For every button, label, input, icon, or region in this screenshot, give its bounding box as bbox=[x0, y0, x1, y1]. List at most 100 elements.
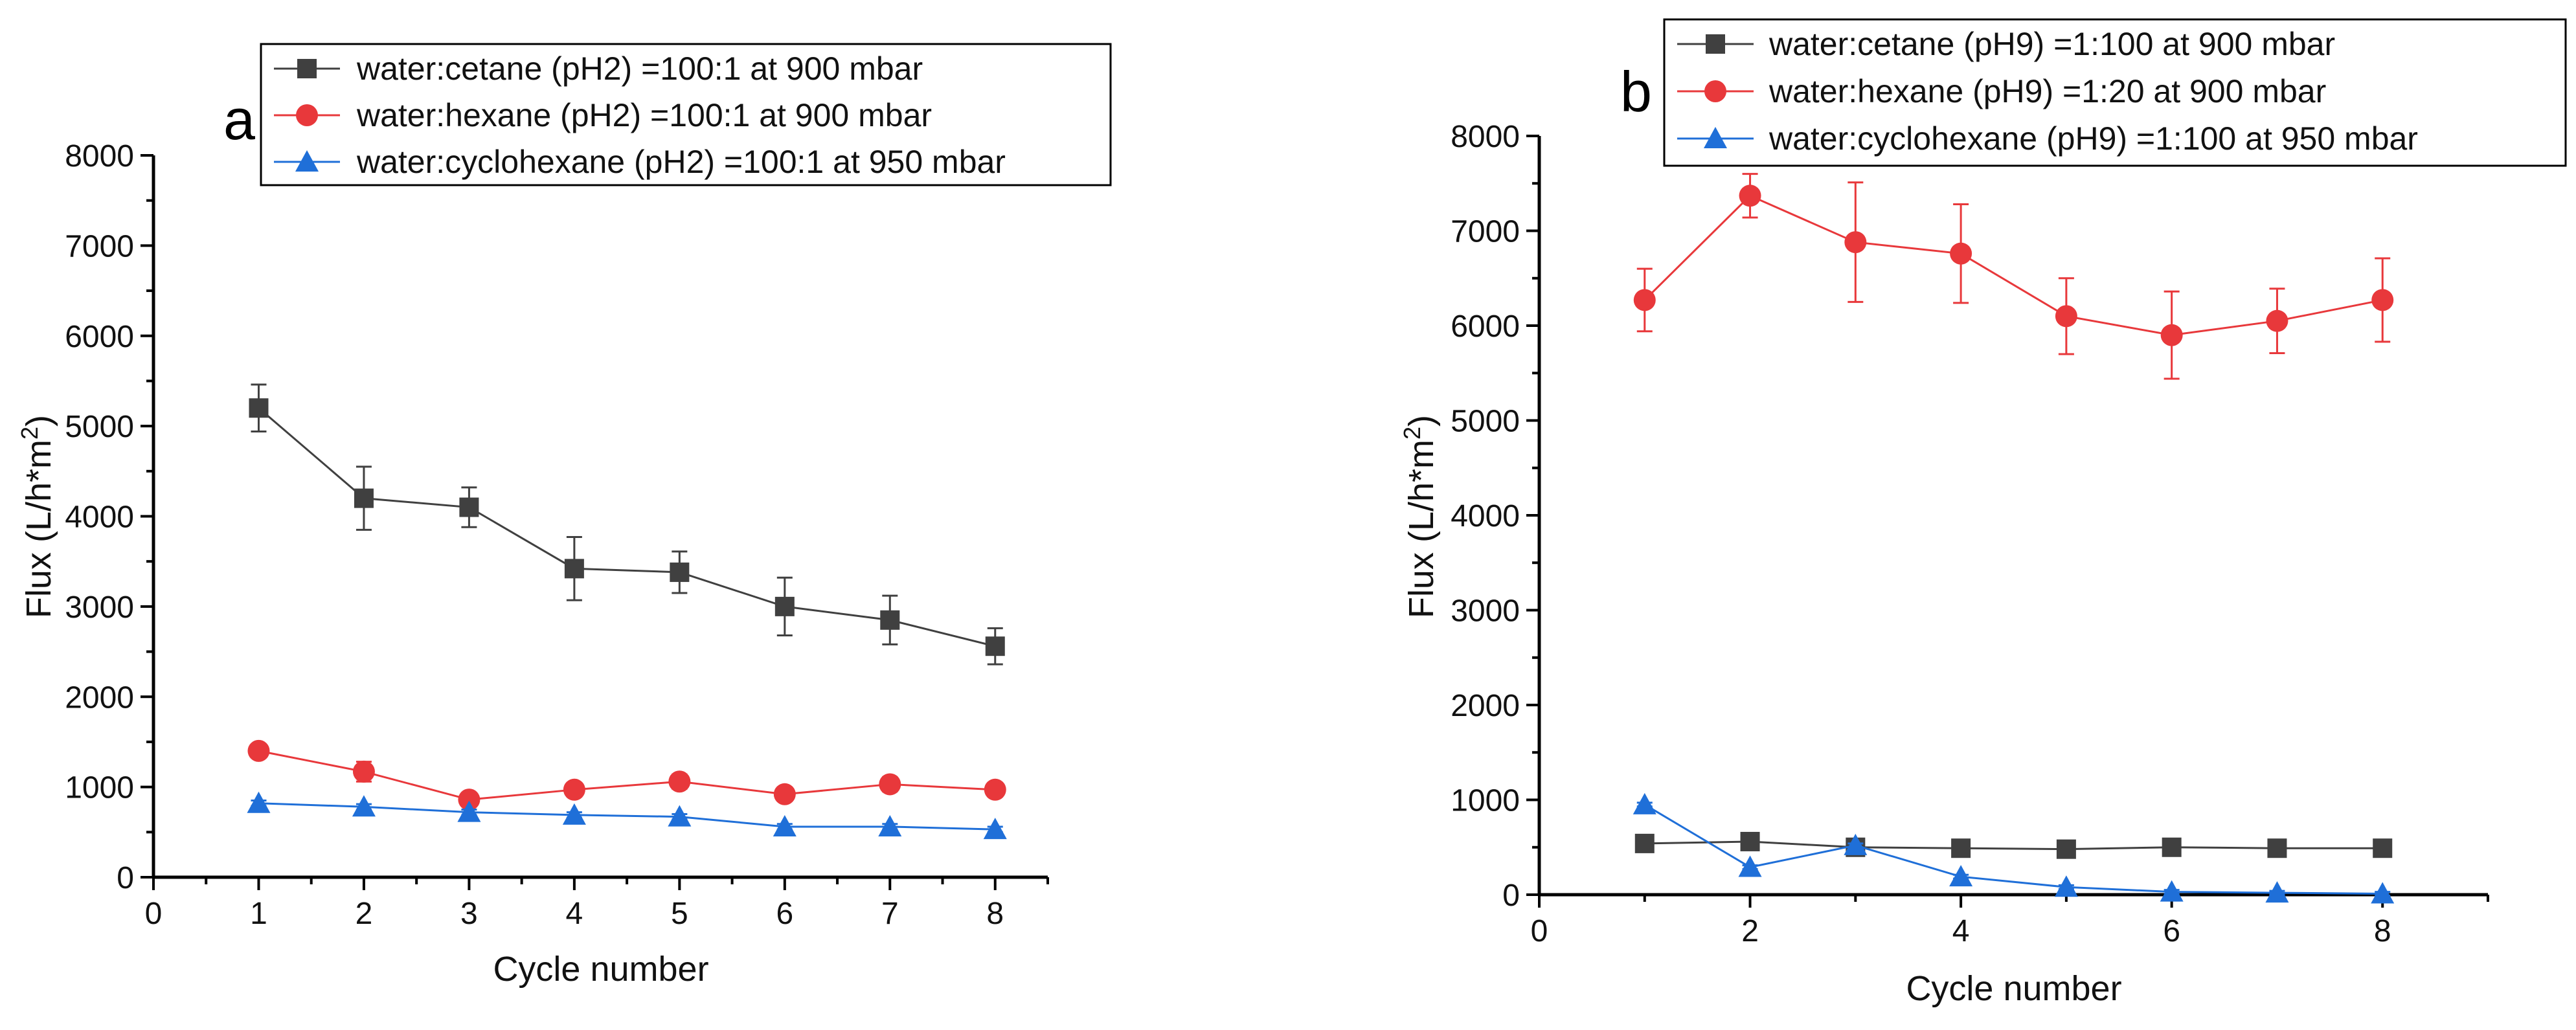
panel-a-letter: a bbox=[223, 87, 255, 151]
panel-b-y-axis-title: Flux (L/h*m2) bbox=[1399, 415, 1441, 618]
panel-b-x-tick-label: 0 bbox=[1531, 914, 1548, 948]
panel-b-series-1-point bbox=[1739, 185, 1761, 207]
panel-a-series-0-point bbox=[249, 398, 269, 418]
panel-a-series-0-point bbox=[880, 610, 900, 630]
panel-a-x-tick-label: 4 bbox=[566, 897, 583, 931]
panel-b-y-tick-label: 2000 bbox=[1451, 689, 1520, 723]
panel-a-series-1-point bbox=[668, 770, 691, 793]
panel-b-y-tick-label: 4000 bbox=[1451, 499, 1520, 533]
panel-b-y-axis-title-tail: ) bbox=[1402, 415, 1441, 427]
panel-b-y-axis-title-main: Flux (L/h*m bbox=[1402, 440, 1441, 618]
panel-a-series-1-point bbox=[458, 789, 480, 811]
panel-a-y-tick-label: 5000 bbox=[65, 410, 134, 444]
panel-a-series-0-point bbox=[774, 596, 795, 616]
panel-b-series-2-point bbox=[2371, 882, 2395, 904]
panel-b-legend-marker-1 bbox=[1704, 80, 1726, 102]
panel-b-legend bbox=[1663, 18, 2567, 167]
panel-a-series-2-line bbox=[258, 802, 995, 831]
panel-b-series-0-line bbox=[1644, 840, 2383, 851]
panel-a-y-axis-title-main: Flux (L/h*m bbox=[19, 440, 58, 618]
panel-b-series-1-point bbox=[1844, 231, 1867, 254]
panel-a-series-2-point bbox=[562, 803, 586, 825]
panel-a-x-tick-label: 0 bbox=[145, 897, 163, 931]
panel-a-x-tick-label: 7 bbox=[881, 897, 899, 931]
panel-b-series-0-point bbox=[1740, 831, 1760, 851]
panel-a-legend-marker-1 bbox=[296, 104, 318, 126]
panel-b-series-1-line bbox=[1644, 194, 2383, 337]
panel-a-series-2-point bbox=[457, 800, 481, 822]
panel-a-series-0-point bbox=[564, 559, 584, 579]
panel-a-series-2-point bbox=[983, 818, 1007, 840]
panel-a-y-axis-title-tail: ) bbox=[19, 415, 58, 427]
panel-b-series-2-point bbox=[1949, 865, 1973, 887]
panel-b-series-0-point bbox=[1634, 833, 1655, 853]
panel-a-series-0-point bbox=[985, 636, 1005, 656]
panel-a-x-tick-label: 5 bbox=[671, 897, 688, 931]
panel-a-legend-label-1: water:hexane (pH2) =100:1 at 900 mbar bbox=[356, 97, 932, 133]
panel-b-y-tick-label: 7000 bbox=[1451, 215, 1520, 249]
panel-a-x-tick-label: 1 bbox=[250, 897, 267, 931]
panel-a-x-tick-label: 2 bbox=[356, 897, 373, 931]
panel-a-x-tick-label: 8 bbox=[986, 897, 1004, 931]
panel-b-x-tick-label: 2 bbox=[1741, 914, 1759, 948]
panel-b-series-0-point bbox=[2373, 838, 2393, 858]
panel-b-x-tick-label: 8 bbox=[2374, 914, 2391, 948]
panel-a-series-0-point bbox=[670, 562, 690, 582]
panel-a-series-1-point bbox=[563, 778, 585, 801]
panel-a-y-tick-label: 6000 bbox=[65, 320, 134, 354]
panel-a-series-2-point bbox=[878, 814, 902, 836]
panel-b-letter: b bbox=[1620, 60, 1652, 124]
panel-a-x-tick-label: 3 bbox=[460, 897, 478, 931]
panel-b-x-axis-title: Cycle number bbox=[1906, 969, 2121, 1008]
panel-a-series-2-point bbox=[247, 791, 271, 813]
panel-a-series-2-point bbox=[352, 795, 376, 817]
panel-b-y-axis-title-superscript: 2 bbox=[1399, 427, 1425, 440]
panel-a-y-tick-label: 8000 bbox=[65, 139, 134, 174]
panel-a-series-1-point bbox=[879, 773, 901, 796]
panel-a-series-0-point bbox=[459, 497, 479, 517]
panel-a-x-axis-title: Cycle number bbox=[493, 950, 708, 989]
panel-b-legend-marker-2 bbox=[1704, 127, 1727, 148]
panel-b-legend-label-2: water:cyclohexane (pH9) =1:100 at 950 mb… bbox=[1768, 120, 2418, 157]
panel-a-series-1-point bbox=[984, 778, 1006, 801]
panel-a-series-1-point bbox=[352, 760, 375, 783]
panel-b-series-2-point bbox=[1633, 792, 1656, 814]
panel-b-series-1-point bbox=[2055, 305, 2077, 328]
panel-a-series-1-point bbox=[247, 739, 270, 762]
panel-b-series-1-point bbox=[1950, 242, 1972, 265]
panel-b-series-1-point bbox=[2266, 309, 2288, 332]
panel-a-legend-marker-2 bbox=[295, 150, 319, 172]
panel-b-y-tick-label: 0 bbox=[1502, 879, 1520, 913]
panel-b-y-tick-label: 3000 bbox=[1451, 594, 1520, 629]
panel-b-series-0-point bbox=[2162, 837, 2182, 857]
panel-a-series-2-point bbox=[668, 805, 692, 827]
panel-a-y-tick-label: 0 bbox=[117, 861, 134, 895]
panel-b-series-0-point bbox=[1951, 838, 1971, 858]
panel-a-legend bbox=[260, 43, 1112, 186]
panel-b-legend-label-1: water:hexane (pH9) =1:20 at 900 mbar bbox=[1768, 73, 2326, 109]
panel-b-legend-marker-0 bbox=[1706, 34, 1725, 54]
panel-a-x-tick-label: 6 bbox=[776, 897, 793, 931]
panel-b-y-tick-label: 1000 bbox=[1451, 784, 1520, 818]
panel-b-series-2-point bbox=[1844, 833, 1868, 855]
panel-b-x-tick-label: 4 bbox=[1952, 914, 1970, 948]
panel-b-series-1-point bbox=[1633, 289, 1656, 311]
panel-a-legend-label-0: water:cetane (pH2) =100:1 at 900 mbar bbox=[356, 50, 923, 87]
panel-a-y-axis-title-superscript: 2 bbox=[16, 427, 43, 440]
panel-a-series-2-point bbox=[773, 814, 797, 836]
panel-b-series-2-point bbox=[2265, 881, 2289, 903]
panel-a-legend-marker-0 bbox=[297, 59, 317, 78]
panel-b-series-2-line bbox=[1644, 803, 2383, 895]
panel-b-series-1-point bbox=[2371, 289, 2394, 311]
panel-b-series-2-point bbox=[2054, 875, 2078, 897]
panel-a-series-0-line bbox=[258, 407, 996, 647]
panel-a-legend-label-2: water:cyclohexane (pH2) =100:1 at 950 mb… bbox=[356, 144, 1006, 180]
panel-b-legend-label-0: water:cetane (pH9) =1:100 at 900 mbar bbox=[1768, 26, 2335, 62]
panel-a-y-tick-label: 3000 bbox=[65, 590, 134, 625]
panel-a-y-axis-title: Flux (L/h*m2) bbox=[16, 415, 59, 618]
panel-a-series-1-point bbox=[773, 783, 796, 805]
panel-b-series-0-point bbox=[2267, 838, 2287, 858]
panel-b-series-0-point bbox=[2056, 839, 2076, 859]
panel-b-y-tick-label: 6000 bbox=[1451, 309, 1520, 344]
